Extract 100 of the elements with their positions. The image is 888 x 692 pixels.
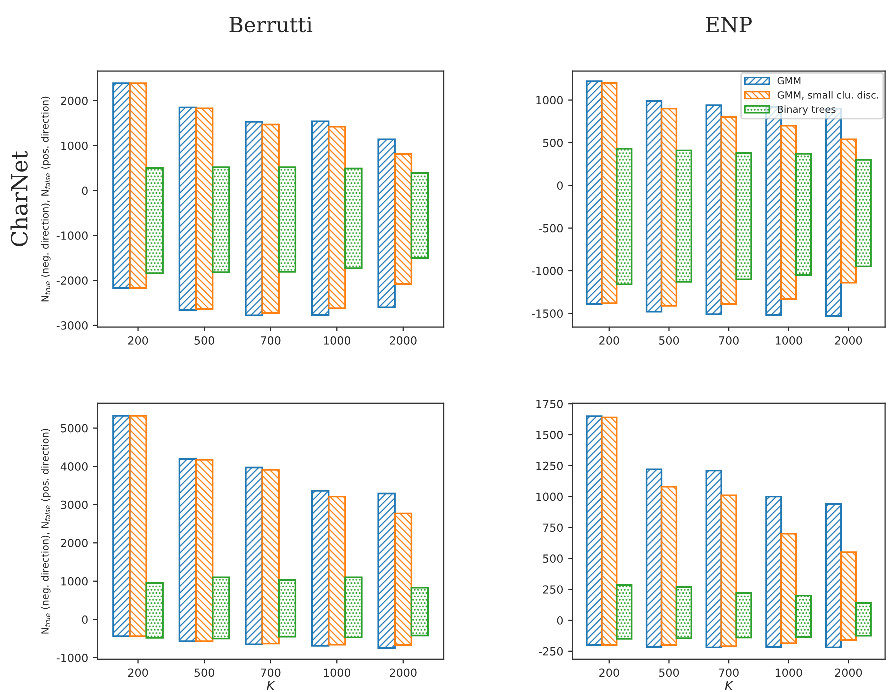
y-tick-label: 500 xyxy=(543,554,563,564)
bar xyxy=(766,496,782,648)
bar xyxy=(646,468,663,648)
y-tick-label: 0 xyxy=(82,616,88,624)
bar xyxy=(855,159,872,268)
x-tick-label: 200 xyxy=(600,336,620,345)
bar xyxy=(195,108,214,310)
bar xyxy=(311,120,330,316)
chart-title: ENP xyxy=(706,17,752,33)
bar xyxy=(736,152,752,280)
x-tick-label: 700 xyxy=(719,668,739,678)
bar xyxy=(601,82,618,304)
legend-label: GMM xyxy=(778,77,801,85)
bar xyxy=(112,82,131,290)
bar xyxy=(796,594,812,638)
bar xyxy=(586,80,603,306)
bar xyxy=(720,116,738,306)
bar xyxy=(646,100,663,313)
y-tick-label: 1750 xyxy=(536,400,563,408)
y-tick-label: 3000 xyxy=(61,500,88,510)
y-tick-label: -2000 xyxy=(56,276,88,285)
bar xyxy=(129,82,148,290)
x-tick-label: 500 xyxy=(194,336,214,345)
x-axis-title: K xyxy=(725,681,734,690)
y-tick-label: 1000 xyxy=(62,142,88,150)
bar xyxy=(410,172,430,259)
x-tick-label: 200 xyxy=(128,336,148,345)
bar xyxy=(178,458,198,642)
y-tick-label: -1000 xyxy=(532,266,563,276)
x-tick-label: 500 xyxy=(659,336,680,345)
bar xyxy=(616,584,633,640)
y-tick-label: 0 xyxy=(557,182,563,190)
y-tick-label: -1500 xyxy=(532,310,563,318)
y-tick-label: 1000 xyxy=(536,492,563,502)
bar xyxy=(328,496,346,646)
x-tick-label: 700 xyxy=(261,668,281,678)
bar xyxy=(394,154,413,286)
y-axis-title: N$_{true}$ (neg. direction), N$_{false}$ (pos. direction) xyxy=(41,429,51,634)
bar xyxy=(660,108,678,307)
legend-label: Binary trees xyxy=(778,106,836,116)
bar xyxy=(780,533,798,644)
y-tick-label: 2000 xyxy=(61,96,88,106)
y-tick-label: -3000 xyxy=(56,321,88,330)
y-tick-label: 0 xyxy=(82,186,88,196)
x-tick-label: 500 xyxy=(194,668,214,678)
bar xyxy=(616,148,633,286)
x-tick-label: 1000 xyxy=(776,336,802,345)
bar xyxy=(660,486,678,646)
bar xyxy=(344,576,363,638)
bar xyxy=(676,150,692,283)
x-tick-label: 2000 xyxy=(390,668,417,678)
bar xyxy=(840,138,858,284)
y-tick-label: 750 xyxy=(543,524,563,532)
y-tick-label: -1000 xyxy=(56,232,88,240)
bar xyxy=(780,125,798,300)
bar xyxy=(129,415,148,638)
y-tick-label: 500 xyxy=(543,138,563,148)
x-tick-label: 700 xyxy=(261,336,281,345)
bar xyxy=(278,166,297,273)
bar xyxy=(736,592,752,639)
y-tick-label: -500 xyxy=(539,224,563,233)
y-tick-label: 0 xyxy=(557,616,563,625)
bar xyxy=(410,587,430,637)
bar xyxy=(212,166,230,274)
bar xyxy=(720,494,738,648)
bar xyxy=(840,552,858,642)
x-tick-label: 1000 xyxy=(776,668,802,678)
bar xyxy=(378,138,396,308)
legend-label: GMM, small clu. disc. xyxy=(778,91,878,100)
bar xyxy=(262,124,280,314)
y-tick-label: 4000 xyxy=(60,462,88,471)
bar xyxy=(344,168,363,270)
x-tick-label: 700 xyxy=(719,336,739,345)
x-tick-label: 200 xyxy=(128,668,148,678)
bar xyxy=(676,586,692,640)
y-axis-title: N$_{true}$ (neg. direction), N$_{false}$ (pos. direction) xyxy=(41,96,51,302)
x-tick-label: 2000 xyxy=(835,668,862,678)
x-tick-label: 1000 xyxy=(324,668,351,678)
bar xyxy=(378,492,396,650)
bar xyxy=(146,582,164,639)
y-tick-label: -250 xyxy=(539,647,563,656)
y-tick-label: -1000 xyxy=(56,654,88,662)
bar xyxy=(245,121,264,316)
bar xyxy=(278,579,297,638)
y-tick-label: 1000 xyxy=(536,96,563,105)
bar xyxy=(586,416,603,646)
x-axis-title: K xyxy=(267,681,276,690)
bar xyxy=(601,416,618,646)
bar xyxy=(328,126,346,310)
bar xyxy=(855,602,872,637)
y-tick-label: 1000 xyxy=(62,577,88,586)
x-tick-label: 1000 xyxy=(324,336,351,345)
bar xyxy=(796,153,812,276)
bar xyxy=(212,576,230,640)
y-tick-label: 1250 xyxy=(536,462,563,470)
bar xyxy=(825,503,842,649)
x-tick-label: 2000 xyxy=(390,336,417,345)
y-tick-label: 5000 xyxy=(61,424,88,433)
bar xyxy=(195,459,214,642)
bar xyxy=(245,466,264,646)
